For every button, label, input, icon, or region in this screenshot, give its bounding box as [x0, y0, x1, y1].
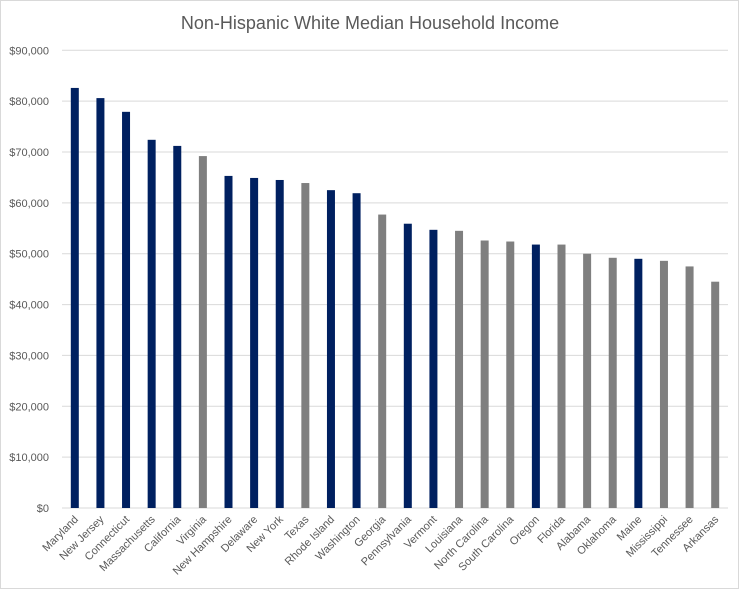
y-tick-label: $0: [37, 503, 49, 515]
bar: [352, 193, 361, 509]
y-tick-label: $70,000: [9, 147, 49, 159]
bar: [122, 111, 131, 509]
bar: [506, 241, 515, 508]
bar: [557, 244, 566, 508]
bar: [147, 139, 156, 508]
bar: [455, 230, 464, 508]
y-tick-label: $90,000: [9, 45, 49, 57]
bar: [403, 223, 412, 508]
bar: [634, 258, 643, 508]
bar: [173, 145, 182, 508]
y-tick-label: $40,000: [9, 300, 49, 312]
bar: [608, 257, 617, 508]
bar: [250, 177, 259, 508]
y-tick-label: $10,000: [9, 452, 49, 464]
bar: [583, 253, 592, 508]
bar: [70, 87, 79, 509]
y-tick-label: $20,000: [9, 401, 49, 413]
bar: [429, 229, 438, 508]
bar: [326, 190, 335, 508]
bar: [275, 179, 284, 508]
y-tick-label: $50,000: [9, 249, 49, 261]
bar: [224, 175, 233, 509]
y-tick-label: $30,000: [9, 350, 49, 362]
bar: [378, 214, 387, 508]
bar: [198, 156, 207, 508]
y-tick-label: $60,000: [9, 198, 49, 210]
bar: [659, 260, 668, 508]
bar: [96, 98, 105, 509]
chart-title: Non-Hispanic White Median Household Inco…: [181, 13, 559, 33]
bar: [480, 240, 489, 509]
y-tick-label: $80,000: [9, 96, 49, 108]
bar: [301, 183, 310, 508]
bar: [531, 244, 540, 508]
bar: [711, 281, 720, 508]
bar: [685, 266, 694, 508]
